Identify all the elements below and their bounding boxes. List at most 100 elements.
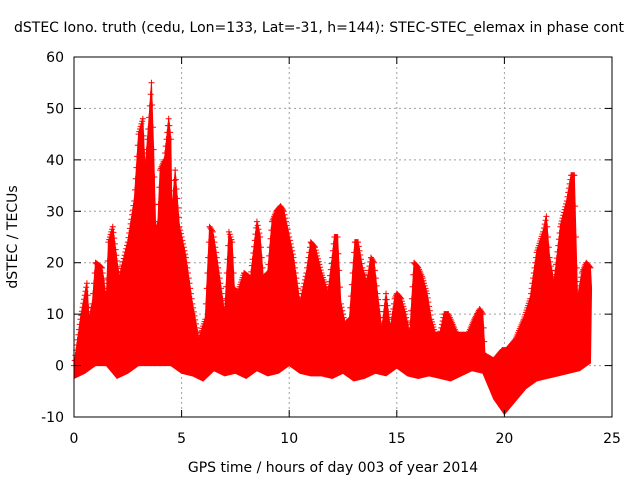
series-point <box>383 290 390 297</box>
series-point <box>372 275 379 282</box>
series-point <box>365 271 372 278</box>
series-point <box>576 287 583 294</box>
series-point <box>440 314 447 321</box>
series-point <box>408 295 415 302</box>
series-point <box>188 295 195 302</box>
series-point <box>388 321 395 328</box>
series-point <box>348 293 355 300</box>
series-point <box>314 252 321 259</box>
series-point <box>326 278 333 285</box>
series-point <box>401 308 408 315</box>
series-point <box>145 126 152 132</box>
series-point <box>572 234 579 240</box>
series-point <box>103 295 110 302</box>
series-point <box>190 308 197 315</box>
y-tick-label: -10 <box>41 410 64 426</box>
series-point <box>479 309 486 316</box>
series-point <box>358 260 365 267</box>
series-point <box>558 218 565 224</box>
series-point <box>154 218 161 225</box>
series-point <box>90 290 97 297</box>
series-point <box>131 198 138 204</box>
series-point <box>216 275 223 282</box>
series-point <box>137 123 144 130</box>
series-point <box>132 175 139 182</box>
series-point <box>350 259 357 266</box>
series-point <box>78 308 85 315</box>
series-point <box>212 244 219 251</box>
series-point <box>90 280 97 287</box>
series-point <box>147 91 154 98</box>
series-point <box>246 274 253 280</box>
series-point <box>182 254 189 261</box>
series-point <box>288 244 295 251</box>
series-point <box>340 314 347 321</box>
series-point <box>430 324 437 330</box>
series-point <box>170 187 177 194</box>
series-point <box>250 250 257 256</box>
x-axis-label: GPS time / hours of day 003 of year 2014 <box>188 460 478 476</box>
series-point <box>355 243 362 250</box>
series-point <box>181 247 188 254</box>
series-point <box>122 248 129 255</box>
series-point <box>213 254 220 261</box>
series-point <box>402 311 409 318</box>
series-point <box>345 317 352 324</box>
series-point <box>282 218 289 225</box>
series-point <box>142 167 149 174</box>
series-point <box>225 228 232 235</box>
series-point <box>408 307 415 314</box>
series-point <box>129 207 136 214</box>
series-point <box>299 287 306 294</box>
series-point <box>150 146 157 153</box>
series-point <box>540 228 547 235</box>
series-point <box>554 248 561 255</box>
series-point <box>563 200 570 207</box>
series-point <box>572 203 579 210</box>
series-point <box>101 280 108 287</box>
series-point <box>152 228 159 235</box>
series-point <box>228 236 235 243</box>
series-point <box>120 258 127 265</box>
series-point <box>423 288 430 294</box>
series-point <box>110 229 117 236</box>
series-point <box>229 254 236 261</box>
x-tick-label: 5 <box>177 431 186 447</box>
series-point <box>425 299 432 306</box>
series-point <box>480 324 487 331</box>
series-point <box>293 275 300 282</box>
series-point <box>211 239 218 246</box>
series-point <box>307 244 314 251</box>
series-point <box>121 252 128 259</box>
series-point <box>266 244 273 251</box>
series-point <box>254 222 261 229</box>
series-point <box>414 264 421 270</box>
series-point <box>329 254 336 261</box>
series-point <box>102 290 109 297</box>
series-point <box>139 115 146 122</box>
series-point <box>316 261 323 268</box>
series-point <box>360 270 367 276</box>
series-point <box>306 249 313 256</box>
series-point <box>182 251 189 258</box>
series-point <box>385 308 392 315</box>
series-point <box>529 280 536 287</box>
series-point <box>112 246 119 253</box>
series-point <box>384 302 391 309</box>
series-point <box>114 263 121 270</box>
series-markers <box>71 79 594 369</box>
series-point <box>304 259 311 266</box>
series-point <box>347 304 354 311</box>
series-point <box>140 132 147 139</box>
series-point <box>405 324 412 331</box>
series-point <box>135 131 142 138</box>
series-point <box>161 156 168 163</box>
series-point <box>162 150 169 156</box>
series-point <box>289 247 296 254</box>
series-point <box>173 186 180 192</box>
series-point <box>106 234 113 240</box>
series-point <box>436 331 443 338</box>
series-point <box>290 254 297 261</box>
series-point <box>81 296 88 303</box>
series-point <box>86 312 93 319</box>
